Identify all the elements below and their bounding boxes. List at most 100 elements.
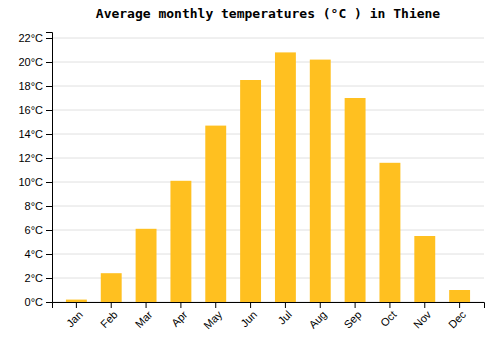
- x-tick-label: Oct: [378, 308, 399, 329]
- y-axis: 0°C 2°C 4°C 6°C 8°C 10°C 12°C 14°C 16°C 18°C 20°C 2…: [18, 32, 52, 308]
- y-tick: 2°C: [25, 272, 52, 284]
- x-tick-mark: [320, 302, 321, 308]
- x-tick-mark: [146, 302, 147, 308]
- y-tick-mark: [46, 254, 52, 255]
- y-tick: 18°C: [18, 80, 52, 92]
- grid-line: [52, 62, 484, 63]
- y-tick-label: 0°C: [25, 296, 44, 308]
- grid-line: [52, 134, 484, 135]
- y-tick-label: 16°C: [18, 104, 43, 116]
- x-tick-mark: [285, 302, 286, 308]
- x-tick-label: Sep: [341, 308, 363, 330]
- bar: [136, 229, 157, 302]
- x-tick: Apr: [169, 302, 190, 329]
- grid-line: [52, 230, 484, 231]
- x-tick-label: Dec: [446, 308, 469, 331]
- grid: [52, 38, 484, 302]
- y-tick-mark: [46, 182, 52, 183]
- grid-line: [52, 182, 484, 183]
- x-tick: Oct: [378, 302, 399, 329]
- y-tick-mark: [46, 38, 52, 39]
- y-tick: 16°C: [18, 104, 52, 116]
- y-tick: 14°C: [18, 128, 52, 140]
- y-tick-mark: [46, 86, 52, 87]
- x-tick-label: Jul: [276, 308, 294, 326]
- x-tick-label: Feb: [98, 308, 120, 330]
- y-tick-mark: [46, 206, 52, 207]
- x-tick-label: Aug: [306, 308, 328, 330]
- x-tick-label: Jan: [64, 308, 85, 329]
- x-tick: Mar: [133, 302, 155, 330]
- bar: [170, 181, 191, 302]
- y-tick: 12°C: [18, 152, 52, 164]
- y-tick: 8°C: [25, 200, 52, 212]
- bar: [310, 60, 331, 302]
- x-tick-mark: [111, 302, 112, 308]
- x-tick: Jun: [238, 302, 259, 329]
- y-tick-mark: [46, 110, 52, 111]
- y-tick: 6°C: [25, 224, 52, 236]
- x-tick-mark: [389, 302, 390, 308]
- bar: [101, 273, 122, 302]
- y-tick-label: 20°C: [18, 56, 43, 68]
- bar: [205, 126, 226, 302]
- x-tick: May: [201, 302, 225, 331]
- bar: [66, 300, 87, 302]
- x-tick: Sep: [341, 302, 363, 331]
- x-tick-mark: [215, 302, 216, 308]
- grid-line: [52, 206, 484, 207]
- grid-line: [52, 110, 484, 111]
- bar: [379, 163, 400, 302]
- bars: [66, 52, 470, 302]
- y-tick-label: 2°C: [25, 272, 44, 284]
- bar: [345, 98, 366, 302]
- y-tick-mark: [46, 62, 52, 63]
- x-tick-mark: [459, 302, 460, 308]
- plot: 0°C 2°C 4°C 6°C 8°C 10°C 12°C 14°C 16°C 18°C 20°C 2…: [18, 32, 484, 331]
- grid-line: [52, 158, 484, 159]
- y-tick: 20°C: [18, 56, 52, 68]
- y-tick-label: 12°C: [18, 152, 43, 164]
- y-tick-mark: [46, 302, 52, 303]
- y-tick: 22°C: [18, 32, 52, 44]
- title: Average monthly temperatures (°C ) in Th…: [96, 6, 441, 21]
- x-axis: Jan Feb Mar Apr May Jun Jul Aug Sep Oct Nov Dec: [53, 302, 485, 331]
- x-tick: Aug: [306, 302, 328, 331]
- x-tick-label: Apr: [169, 308, 190, 329]
- y-tick-label: 22°C: [18, 32, 43, 44]
- grid-line: [52, 38, 484, 39]
- x-tick-label: May: [201, 308, 225, 332]
- y-tick-mark: [46, 278, 52, 279]
- bar: [414, 236, 435, 302]
- chart: Average monthly temperatures (°C ) in Th…: [0, 0, 500, 350]
- y-tick-mark: [46, 230, 52, 231]
- y-tick-label: 6°C: [25, 224, 44, 236]
- x-tick-label: Jun: [238, 308, 259, 329]
- x-tick-mark: [355, 302, 356, 308]
- x-tick-mark: [76, 302, 77, 308]
- x-tick-label: Mar: [133, 308, 155, 330]
- x-tick: Feb: [98, 302, 120, 330]
- y-tick: 10°C: [18, 176, 52, 188]
- y-tick-label: 10°C: [18, 176, 43, 188]
- y-tick-label: 14°C: [18, 128, 43, 140]
- x-tick-mark: [424, 302, 425, 308]
- y-tick-label: 4°C: [25, 248, 44, 260]
- y-axis-line: [46, 33, 53, 303]
- x-axis-line: [53, 303, 485, 309]
- bar: [240, 80, 261, 302]
- x-tick: Jan: [64, 302, 85, 329]
- x-tick-mark: [250, 302, 251, 308]
- x-tick: Nov: [411, 302, 434, 331]
- y-tick-label: 18°C: [18, 80, 43, 92]
- grid-line: [52, 86, 484, 87]
- x-tick: Jul: [276, 302, 294, 327]
- y-tick-mark: [46, 134, 52, 135]
- bar: [275, 52, 296, 302]
- y-tick-mark: [46, 158, 52, 159]
- x-tick: Dec: [446, 302, 469, 331]
- bar: [449, 290, 470, 302]
- x-tick-label: Nov: [411, 308, 434, 331]
- y-tick: 4°C: [25, 248, 52, 260]
- y-tick: 0°C: [25, 296, 52, 308]
